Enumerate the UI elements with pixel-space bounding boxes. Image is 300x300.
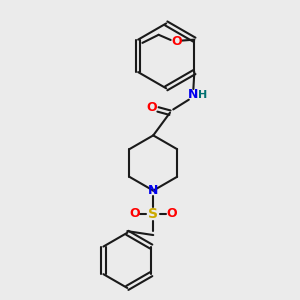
Text: S: S [148,207,158,221]
Text: O: O [147,101,158,114]
Text: H: H [199,90,208,100]
Text: N: N [188,88,198,101]
Text: O: O [171,35,182,48]
Text: N: N [148,184,158,197]
Text: O: O [129,207,140,220]
Text: O: O [167,207,177,220]
